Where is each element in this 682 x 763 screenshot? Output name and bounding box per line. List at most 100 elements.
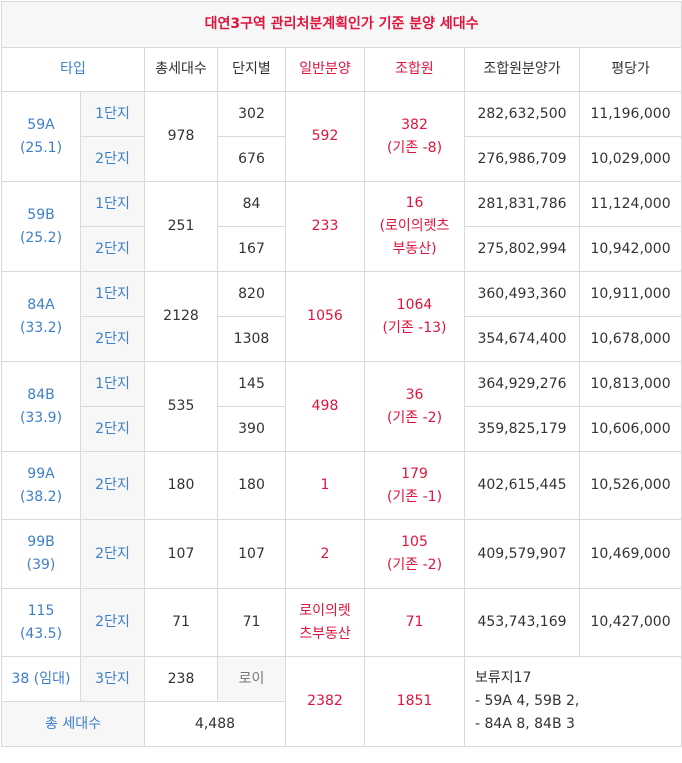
reserve-note-line: - 84A 8, 84B 3: [475, 716, 575, 732]
type-name: 99B: [27, 534, 55, 550]
per-pyeong-cell: 10,469,000: [578, 519, 682, 589]
complex-cell: 1단지: [80, 271, 145, 317]
members-count: 16: [405, 195, 424, 211]
type-area: (33.9): [19, 409, 63, 426]
members-cell: 105 (기존 -2): [364, 519, 465, 589]
complex-cell: 2단지: [80, 588, 145, 657]
type-area: (39): [26, 557, 56, 573]
type-name: 84B: [27, 386, 55, 403]
complex-cell: 2단지: [80, 519, 145, 589]
members-count: 105: [401, 534, 428, 550]
type-name: 59A: [27, 116, 55, 133]
members-cell: 36 (기존 -2): [364, 361, 465, 452]
complex-cell: 2단지: [80, 451, 145, 520]
members-cell: 179 (기존 -1): [364, 451, 465, 520]
per-pyeong-cell: 11,196,000: [578, 91, 682, 137]
table-row: 84A (33.2) 1단지 2128 820 1056 1064 (기존 -1…: [1, 271, 682, 362]
type-area: (25.2): [19, 229, 63, 246]
per-pyeong-cell: 10,942,000: [578, 226, 682, 272]
table-row: 38 (임대) 3단지 238 로이 2382 1851 보류지17 - 59A…: [1, 656, 682, 747]
table-row: 2단지 390 359,825,179 10,606,000: [2, 406, 682, 452]
total-label-cell: 총 세대수: [1, 701, 145, 747]
members-cell: 1064 (기존 -13): [364, 271, 465, 362]
table-row: 2단지 1308 354,674,400 10,678,000: [2, 316, 682, 362]
general-sale-cell: 592: [285, 91, 365, 182]
type-cell: 115 (43.5): [1, 588, 81, 657]
type-cell: 84A (33.2): [1, 271, 81, 362]
per-pyeong-cell: 10,911,000: [578, 271, 682, 317]
total-members-cell: 1851: [364, 656, 465, 747]
type-name: 84A: [27, 296, 55, 313]
per-pyeong-cell: 10,526,000: [578, 451, 682, 520]
type-cell: 99B (39): [1, 519, 81, 589]
header-total-units: 총세대수: [144, 47, 218, 92]
complex-cell: 2단지: [80, 406, 145, 452]
table-row: 84B (33.9) 1단지 535 145 498 36 (기존 -2) 36…: [1, 361, 682, 452]
members-note: (기존 -2): [386, 409, 443, 426]
members-count: 1064: [396, 296, 433, 313]
type-name: 99A: [27, 465, 55, 482]
units-cell: 180: [217, 451, 286, 520]
per-pyeong-cell: 10,813,000: [578, 361, 682, 407]
general-sale-cell: 233: [285, 181, 365, 272]
members-note: (기존 -1): [386, 488, 443, 505]
total-general-sale-cell: 2382: [285, 656, 365, 747]
members-cell: 71: [364, 588, 465, 657]
member-price-cell: 360,493,360: [464, 271, 580, 317]
type-cell: 59A (25.1): [1, 91, 81, 182]
total-units-cell: 180: [144, 451, 218, 520]
units-cell: 820: [217, 271, 286, 317]
complex-cell: 2단지: [80, 316, 145, 362]
general-sale-cell: 1: [285, 451, 365, 520]
member-price-cell: 282,632,500: [464, 91, 580, 137]
complex-cell: 2단지: [80, 136, 145, 182]
header-per-pyeong: 평당가: [578, 47, 682, 92]
type-cell: 59B (25.2): [1, 181, 81, 272]
per-pyeong-cell: 11,124,000: [578, 181, 682, 227]
header-general-sale: 일반분양: [285, 47, 365, 92]
complex-cell: 1단지: [80, 361, 145, 407]
member-price-cell: 409,579,907: [464, 519, 580, 589]
units-cell: 로이: [217, 656, 286, 702]
type-cell: 38 (임대): [1, 656, 81, 702]
header-per-complex: 단지별: [217, 47, 286, 92]
header-type: 타입: [1, 47, 145, 92]
totals-row: 총 세대수 4,488: [1, 701, 682, 747]
complex-cell: 2단지: [80, 226, 145, 272]
units-cell: 167: [217, 226, 286, 272]
total-units-cell: 535: [144, 361, 218, 452]
reserve-notes-cell: 보류지17 - 59A 4, 59B 2, - 84A 8, 84B 3: [463, 656, 682, 747]
members-note: (기존 -8): [386, 139, 443, 156]
table-title: 대연3구역 관리처분계획인가 기준 분양 세대수: [0, 1, 682, 48]
members-note: (기존 -13): [382, 319, 447, 336]
units-cell: 107: [217, 519, 286, 589]
total-units-cell: 107: [144, 519, 218, 589]
table-row: 115 (43.5) 2단지 71 71 로이의렛 츠부동산 71 453,74…: [1, 588, 682, 657]
type-area: (25.1): [19, 139, 63, 156]
per-pyeong-cell: 10,029,000: [578, 136, 682, 182]
members-cell: 382 (기존 -8): [364, 91, 465, 182]
members-count: 36: [405, 386, 424, 403]
type-name: 59B: [27, 206, 55, 223]
total-value-cell: 4,488: [144, 701, 286, 747]
table-row: 59B (25.2) 1단지 251 84 233 16 (로이의렛츠 부동산)…: [1, 181, 682, 272]
member-price-cell: 276,986,709: [464, 136, 580, 182]
general-sale-cell: 2: [285, 519, 365, 589]
per-pyeong-cell: 10,678,000: [578, 316, 682, 362]
table-row: 2단지 167 275,802,994 10,942,000: [2, 226, 682, 272]
table-row: 59A (25.1) 1단지 978 302 592 382 (기존 -8) 2…: [1, 91, 682, 182]
table-row: 2단지 676 276,986,709 10,029,000: [2, 136, 682, 182]
total-units-cell: 71: [144, 588, 218, 657]
per-pyeong-cell: 10,427,000: [578, 588, 682, 657]
member-price-cell: 359,825,179: [464, 406, 580, 452]
complex-cell: 1단지: [80, 181, 145, 227]
general-sale-line2: 츠부동산: [299, 625, 351, 642]
units-cell: 676: [217, 136, 286, 182]
member-price-cell: 453,743,169: [464, 588, 580, 657]
total-units-cell: 2128: [144, 271, 218, 362]
header-member-price: 조합원분양가: [464, 47, 580, 92]
general-sale-cell: 1056: [285, 271, 365, 362]
reserve-note-line: - 59A 4, 59B 2,: [475, 693, 580, 709]
type-name: 115: [27, 602, 55, 619]
table-row: 99A (38.2) 2단지 180 180 1 179 (기존 -1) 402…: [1, 451, 682, 520]
